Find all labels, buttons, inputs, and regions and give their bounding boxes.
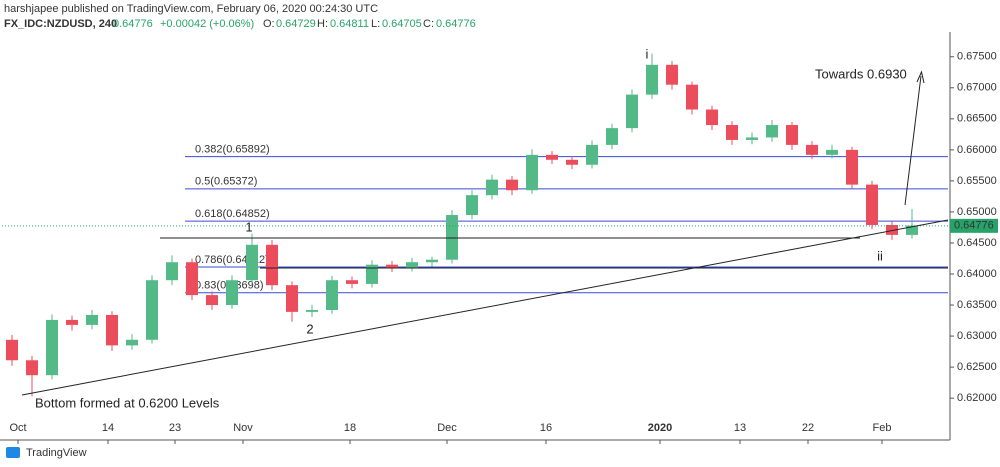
candle-body bbox=[206, 295, 218, 306]
x-tick-label: 18 bbox=[344, 422, 356, 434]
x-tick-label: 14 bbox=[102, 422, 114, 434]
candle-body bbox=[46, 319, 58, 376]
candle-body bbox=[306, 310, 318, 312]
candle-body bbox=[86, 314, 98, 325]
candle-body bbox=[166, 262, 178, 281]
price: 0.64776 bbox=[113, 18, 153, 30]
x-tick-label: Dec bbox=[437, 422, 457, 434]
l-label: L: bbox=[371, 18, 380, 30]
x-tick-label: 13 bbox=[734, 422, 746, 434]
y-tick-label: 0.65500 bbox=[957, 175, 997, 187]
candle-body bbox=[786, 125, 798, 145]
fib-label: 0.382(0.65892) bbox=[195, 143, 270, 155]
c-value: 0.64776 bbox=[436, 18, 476, 30]
candle-body bbox=[726, 125, 738, 140]
symbol: FX_IDC:NZDUSD, 240 bbox=[4, 18, 117, 30]
candle-body bbox=[906, 225, 918, 235]
candle-body bbox=[6, 339, 18, 361]
candle-body bbox=[606, 128, 618, 145]
candle-body bbox=[106, 314, 118, 346]
wave-label: 2 bbox=[306, 321, 313, 336]
y-tick-label: 0.65000 bbox=[957, 206, 997, 218]
candle-body bbox=[666, 64, 678, 85]
candle-body bbox=[66, 319, 78, 325]
candle-body bbox=[866, 184, 878, 225]
candle-body bbox=[646, 64, 658, 95]
candle-body bbox=[706, 109, 718, 126]
candle-body bbox=[746, 137, 758, 140]
candle-body bbox=[566, 159, 578, 165]
x-tick-label: Oct bbox=[9, 422, 26, 434]
candle-body bbox=[26, 360, 38, 376]
h-label: H: bbox=[317, 18, 328, 30]
bottom-note: Bottom formed at 0.6200 Levels bbox=[35, 395, 220, 410]
candle-body bbox=[766, 125, 778, 138]
l-value: 0.64705 bbox=[382, 18, 422, 30]
candle-body bbox=[246, 244, 258, 281]
candle-body bbox=[146, 280, 158, 340]
publisher: harshjapee published on TradingView.com,… bbox=[4, 3, 378, 15]
x-tick-label: 16 bbox=[540, 422, 552, 434]
candle-body bbox=[406, 262, 418, 268]
candle-body bbox=[826, 149, 838, 155]
x-tick-label: Nov bbox=[233, 422, 253, 434]
o-value: 0.64729 bbox=[276, 18, 316, 30]
candle-body bbox=[446, 215, 458, 260]
wave-label: 1 bbox=[245, 219, 252, 234]
fib-label: 0.5(0.65372) bbox=[195, 176, 257, 188]
candle-body bbox=[806, 144, 818, 155]
candle-body bbox=[486, 179, 498, 196]
candle-body bbox=[686, 84, 698, 110]
candle-body bbox=[346, 280, 358, 284]
candle-body bbox=[226, 280, 238, 306]
y-tick-label: 0.62000 bbox=[957, 392, 997, 404]
candle-body bbox=[626, 94, 638, 129]
arrow-head bbox=[916, 70, 925, 84]
y-tick-label: 0.66500 bbox=[957, 113, 997, 125]
logo bbox=[6, 447, 20, 458]
y-tick-label: 0.67500 bbox=[957, 51, 997, 63]
candle-body bbox=[426, 259, 438, 263]
candle-body bbox=[326, 280, 338, 310]
y-tick-label: 0.63500 bbox=[957, 299, 997, 311]
y-tick-label: 0.64000 bbox=[957, 268, 997, 280]
candle-body bbox=[386, 264, 398, 268]
change: +0.00042 (+0.06%) bbox=[160, 18, 254, 30]
candle-body bbox=[126, 339, 138, 346]
plot: 0.62000 0.62500 0.63000 0.63500 0.64000 0.645… bbox=[2, 51, 998, 444]
brand: TradingView bbox=[26, 447, 87, 459]
x-tick-label: Feb bbox=[873, 422, 892, 434]
y-tick-label: 0.62500 bbox=[957, 361, 997, 373]
last-price-label: 0.64776 bbox=[954, 220, 994, 232]
x-tick-label: 23 bbox=[169, 422, 181, 434]
y-tick-label: 0.67000 bbox=[957, 82, 997, 94]
arrow bbox=[904, 75, 922, 206]
c-label: C: bbox=[423, 18, 434, 30]
h-value: 0.64811 bbox=[330, 18, 369, 30]
x-tick-label: 22 bbox=[802, 422, 814, 434]
target-note: Towards 0.6930 bbox=[815, 66, 907, 81]
candle-body bbox=[886, 224, 898, 235]
x-tick-label: 2020 bbox=[648, 422, 672, 434]
fib-label: 0.618(0.64852) bbox=[195, 208, 270, 220]
trend-line bbox=[21, 219, 949, 396]
candle-body bbox=[506, 179, 518, 191]
y-tick-label: 0.64500 bbox=[957, 237, 997, 249]
candle-body bbox=[466, 195, 478, 216]
wave-label: ii bbox=[877, 248, 883, 263]
y-tick-label: 0.66000 bbox=[957, 144, 997, 156]
candle-body bbox=[846, 149, 858, 185]
candle-body bbox=[526, 154, 538, 191]
candle-body bbox=[546, 154, 558, 160]
candle-body bbox=[366, 264, 378, 284]
candle-body bbox=[266, 244, 278, 286]
candle-body bbox=[586, 144, 598, 165]
wave-label: i bbox=[646, 46, 649, 61]
candle-body bbox=[286, 285, 298, 312]
last-price-box bbox=[950, 218, 998, 233]
y-tick-label: 0.63000 bbox=[957, 330, 997, 342]
o-label: O: bbox=[263, 18, 275, 30]
candle-body bbox=[186, 262, 198, 296]
